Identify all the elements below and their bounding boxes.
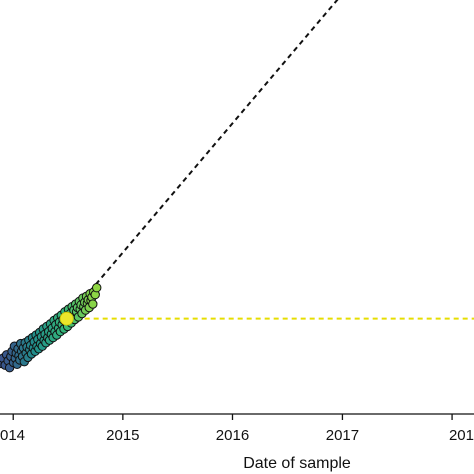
x-tick-label: 014 (0, 427, 25, 444)
x-tick-label: 201 (449, 427, 474, 444)
projection-line-black (65, 0, 339, 320)
highlight-point (59, 311, 74, 326)
data-point (88, 299, 98, 309)
data-point (92, 283, 102, 293)
x-tick-label: 2016 (216, 427, 249, 444)
plot-area (0, 0, 474, 373)
x-axis-title: Date of sample (243, 455, 351, 472)
x-tick-label: 2017 (326, 427, 359, 444)
x-axis-ticks: 014 2015 2016 2017 201 (0, 414, 474, 444)
x-tick-label: 2015 (106, 427, 139, 444)
